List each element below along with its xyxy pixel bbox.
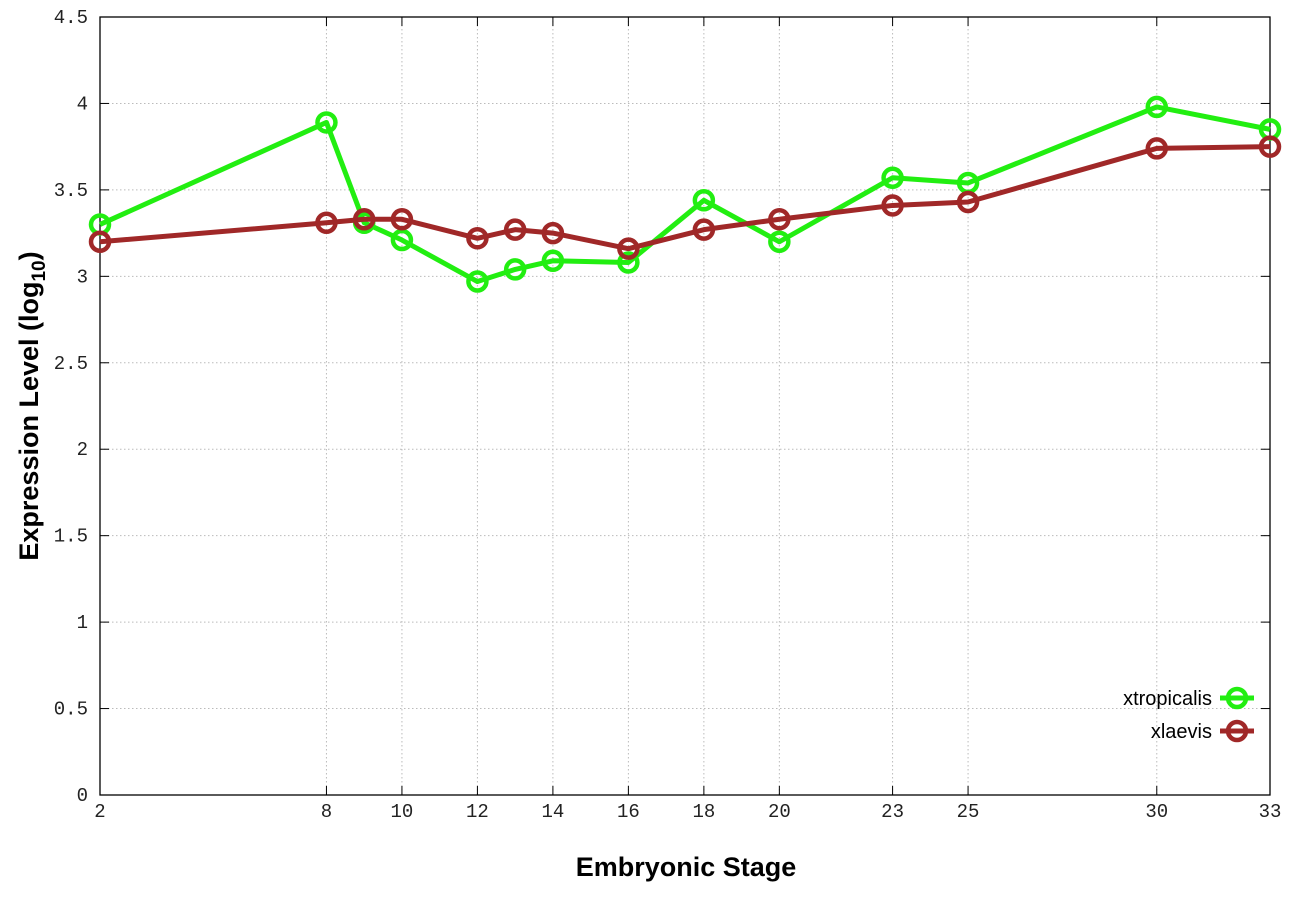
data-point-xlaevis bbox=[617, 237, 640, 260]
data-point-xlaevis bbox=[390, 208, 414, 231]
data-point-xlaevis bbox=[88, 230, 112, 254]
y-tick-label: 0 bbox=[77, 785, 88, 807]
x-tick-label: 12 bbox=[466, 801, 489, 823]
data-point-xtropicalis bbox=[1145, 95, 1169, 119]
data-point-xtropicalis bbox=[881, 166, 904, 190]
y-tick-label: 0.5 bbox=[54, 699, 88, 721]
data-point-xlaevis bbox=[692, 218, 716, 241]
x-tick-label: 16 bbox=[617, 801, 640, 823]
data-point-xtropicalis bbox=[692, 189, 716, 212]
data-point-xlaevis bbox=[1258, 135, 1282, 158]
legend-marker-xlaevis bbox=[1225, 719, 1249, 743]
series bbox=[88, 95, 1282, 293]
y-tick-label: 2.5 bbox=[54, 353, 88, 375]
x-tick-label: 8 bbox=[321, 801, 332, 823]
legend-label-xtropicalis: xtropicalis bbox=[1123, 688, 1212, 710]
data-point-xtropicalis bbox=[390, 228, 414, 252]
data-point-xlaevis bbox=[503, 218, 527, 241]
data-point-xlaevis bbox=[352, 208, 376, 231]
x-tick-label: 10 bbox=[391, 801, 414, 823]
ticks: 0 0.5 1 1.5 2 2.5 3 3.5 4 4.5 2 8 10 12 14 16 18 20 23 25 30… bbox=[54, 7, 1282, 823]
x-tick-label: 23 bbox=[881, 801, 904, 823]
data-point-xlaevis bbox=[315, 211, 338, 234]
series-line-xlaevis bbox=[99, 144, 1271, 252]
y-tick-label: 4.5 bbox=[54, 7, 88, 29]
data-point-xlaevis bbox=[466, 227, 489, 250]
data-point-xtropicalis bbox=[503, 258, 527, 281]
x-tick-label: 20 bbox=[768, 801, 791, 823]
series-line-xtropicalis bbox=[98, 104, 1271, 285]
data-point-xlaevis bbox=[956, 190, 980, 214]
x-tick-label: 30 bbox=[1145, 801, 1168, 823]
data-point-xlaevis bbox=[768, 208, 791, 231]
y-tick-label: 2 bbox=[77, 439, 88, 461]
grid bbox=[100, 17, 1270, 795]
y-tick-label: 4 bbox=[77, 93, 88, 115]
y-tick-label: 3.5 bbox=[54, 180, 88, 202]
data-point-xlaevis bbox=[881, 194, 904, 217]
y-tick-label: 1.5 bbox=[54, 526, 88, 548]
data-point-xtropicalis bbox=[768, 230, 791, 254]
legend-marker-xtropicalis bbox=[1225, 686, 1249, 710]
legend-label-xlaevis: xlaevis bbox=[1151, 721, 1212, 743]
y-axis-label: Expression Level (log10) bbox=[14, 251, 50, 560]
data-point-xtropicalis bbox=[466, 270, 489, 293]
x-tick-label: 33 bbox=[1259, 801, 1282, 823]
x-tick-label: 18 bbox=[692, 801, 715, 823]
data-point-xtropicalis bbox=[541, 249, 565, 273]
x-tick-label: 14 bbox=[541, 801, 564, 823]
x-axis-label: Embryonic Stage bbox=[576, 852, 797, 882]
y-tick-label: 1 bbox=[77, 612, 88, 634]
data-point-xtropicalis bbox=[315, 111, 338, 134]
data-point-xtropicalis bbox=[617, 251, 640, 274]
x-tick-label: 25 bbox=[957, 801, 980, 823]
legend: xtropicalis xlaevis bbox=[1123, 686, 1254, 743]
y-tick-label: 3 bbox=[77, 266, 88, 288]
data-point-xlaevis bbox=[541, 221, 565, 245]
x-tick-label: 2 bbox=[94, 801, 105, 823]
data-point-xlaevis bbox=[1145, 137, 1169, 160]
plot-frame bbox=[99, 16, 1271, 796]
